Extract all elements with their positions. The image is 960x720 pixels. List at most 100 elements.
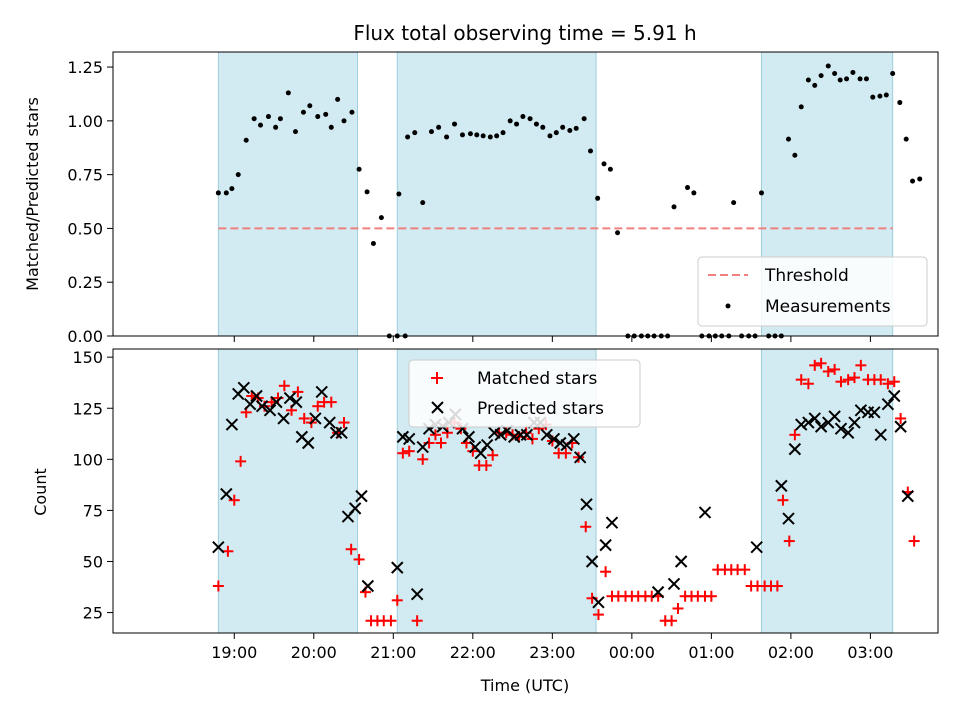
predicted-star-stroke-b bbox=[788, 442, 802, 456]
predicted-star-stroke-b bbox=[302, 436, 315, 450]
x-tick-label: 03:00 bbox=[847, 643, 893, 662]
predicted-star-point bbox=[355, 489, 368, 503]
predicted-star-stroke-b bbox=[225, 418, 239, 431]
measurement-point bbox=[467, 131, 473, 137]
predicted-star-point bbox=[474, 446, 487, 460]
legend-measurements-label: Measurements bbox=[765, 297, 891, 317]
measurement-point bbox=[323, 111, 329, 117]
predicted-star-stroke-b bbox=[348, 502, 362, 515]
predicted-star-stroke-b bbox=[667, 577, 681, 591]
predicted-star-stroke-b bbox=[547, 432, 561, 446]
bottom-y-tick-label: 100 bbox=[72, 450, 103, 469]
predicted-star-point bbox=[309, 412, 322, 425]
predicted-star-stroke-b bbox=[315, 385, 328, 399]
measurement-point bbox=[595, 195, 601, 201]
matched-star-point bbox=[822, 365, 834, 377]
predicted-star-stroke-b bbox=[888, 389, 901, 403]
predicted-star-stroke-b bbox=[391, 561, 404, 574]
measurement-point bbox=[459, 132, 465, 138]
measurement-point bbox=[870, 94, 876, 100]
measurement-point bbox=[691, 190, 697, 196]
predicted-star-stroke-b bbox=[651, 585, 665, 599]
measurement-point bbox=[215, 190, 221, 196]
predicted-star-stroke-b bbox=[237, 381, 251, 395]
matched-star-point bbox=[353, 553, 365, 565]
measurement-point bbox=[480, 133, 486, 139]
matched-star-point bbox=[573, 451, 585, 463]
bottom-legend: Matched stars Predicted stars bbox=[408, 359, 641, 428]
measurement-point bbox=[500, 130, 506, 136]
predicted-star-point bbox=[540, 428, 553, 442]
matched-star-point bbox=[882, 378, 894, 390]
measurement-point bbox=[567, 128, 573, 134]
predicted-star-point bbox=[302, 436, 315, 450]
predicted-star-stroke-b bbox=[868, 406, 881, 419]
matched-star-point bbox=[783, 535, 795, 547]
matched-star-point bbox=[429, 429, 441, 441]
predicted-star-stroke-b bbox=[540, 428, 553, 442]
predicted-star-point bbox=[237, 381, 251, 395]
matched-star-point bbox=[345, 543, 357, 555]
predicted-star-point bbox=[361, 579, 375, 593]
predicted-star-stroke-b bbox=[674, 555, 688, 568]
predicted-star-stroke-b bbox=[416, 440, 429, 454]
predicted-star-point bbox=[494, 428, 507, 442]
predicted-star-stroke-b bbox=[243, 397, 257, 411]
measurement-point bbox=[341, 118, 347, 124]
predicted-star-point bbox=[592, 596, 605, 609]
predicted-star-stroke-b bbox=[270, 395, 283, 409]
measurement-point bbox=[825, 63, 831, 69]
predicted-star-stroke-b bbox=[795, 418, 808, 431]
predicted-star-stroke-b bbox=[488, 426, 501, 439]
predicted-star-stroke-b bbox=[494, 428, 507, 442]
predicted-star-point bbox=[874, 428, 887, 442]
predicted-star-stroke-b bbox=[410, 587, 424, 601]
predicted-star-point bbox=[814, 420, 828, 433]
top-y-tick-label: 0.50 bbox=[67, 219, 103, 238]
x-tick-label: 20:00 bbox=[291, 643, 337, 662]
bottom-y-axis-label: Count bbox=[31, 468, 50, 516]
measurement-point bbox=[420, 200, 426, 206]
matched-star-point bbox=[809, 359, 821, 371]
measurement-point bbox=[883, 92, 889, 98]
measurement-point bbox=[300, 109, 306, 115]
matched-star-point bbox=[480, 459, 492, 471]
measurement-point bbox=[273, 124, 279, 130]
predicted-star-point bbox=[480, 438, 494, 452]
matched-star-point bbox=[842, 374, 854, 386]
bottom-plot-frame bbox=[112, 348, 939, 634]
predicted-star-point bbox=[674, 555, 688, 568]
predicted-star-point bbox=[410, 587, 424, 601]
matched-star-point bbox=[705, 590, 717, 602]
legend-measurements-swatch bbox=[725, 303, 731, 309]
predicted-star-point bbox=[750, 540, 763, 554]
bottom-y-tick-label: 25 bbox=[83, 604, 103, 623]
predicted-star-stroke-b bbox=[295, 430, 309, 444]
predicted-star-point bbox=[315, 385, 328, 399]
predicted-star-point bbox=[243, 397, 257, 411]
measurement-point bbox=[837, 77, 843, 83]
top-y-tick-label: 0.75 bbox=[67, 166, 103, 185]
predicted-star-stroke-b bbox=[255, 400, 269, 413]
measurement-point bbox=[685, 185, 691, 191]
matched-star-point bbox=[312, 400, 324, 412]
legend-matched-swatch bbox=[431, 372, 443, 384]
predicted-star-stroke-b bbox=[361, 579, 375, 593]
measurement-point bbox=[850, 69, 856, 75]
predicted-star-stroke-b bbox=[480, 438, 494, 452]
measurement-point bbox=[378, 215, 384, 221]
measurement-point bbox=[877, 93, 883, 99]
matched-star-point bbox=[212, 580, 224, 592]
x-tick-label: 21:00 bbox=[370, 643, 416, 662]
matched-star-point bbox=[338, 417, 350, 429]
matched-star-point bbox=[666, 615, 678, 627]
predicted-star-stroke-b bbox=[874, 428, 887, 442]
measurement-point bbox=[285, 90, 291, 96]
predicted-star-stroke-b bbox=[854, 404, 868, 417]
predicted-star-stroke-b bbox=[567, 432, 581, 446]
bottom-legend-box bbox=[408, 359, 641, 428]
predicted-star-stroke-b bbox=[848, 416, 861, 429]
measurement-point bbox=[405, 134, 411, 140]
measurement-point bbox=[805, 77, 811, 83]
x-tick-label: 22:00 bbox=[450, 643, 496, 662]
